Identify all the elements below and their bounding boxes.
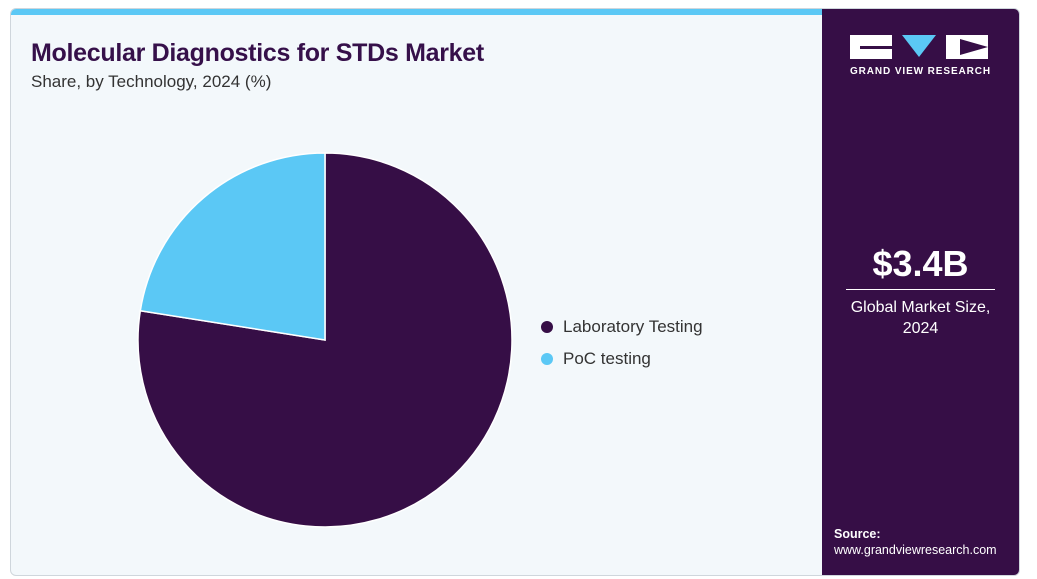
market-size-value: $3.4B (872, 243, 969, 284)
chart-area: Molecular Diagnostics for STDs Market Sh… (11, 15, 822, 575)
divider (846, 289, 995, 290)
gvr-logo-text: GRAND VIEW RESEARCH (850, 66, 991, 77)
legend-swatch-poc-testing (541, 353, 553, 365)
legend-label-poc-testing: PoC testing (563, 349, 651, 368)
chart-subtitle: Share, by Technology, 2024 (%) (31, 72, 272, 91)
gvr-logo-bar-icon (850, 35, 892, 59)
source-note: Source: www.grandviewresearch.com (834, 526, 997, 558)
market-size-label: Global Market Size, 2024 (822, 297, 1019, 339)
legend-label-laboratory-testing: Laboratory Testing (563, 317, 703, 336)
legend-item-laboratory-testing: Laboratory Testing (541, 311, 703, 343)
market-size-label-line2: 2024 (902, 320, 939, 337)
pie-slice-poc-testing (139, 152, 326, 341)
legend-item-poc-testing: PoC testing (541, 343, 703, 375)
chart-title: Molecular Diagnostics for STDs Market (31, 39, 484, 67)
source-label: Source: (834, 527, 881, 541)
accent-bar (11, 9, 822, 15)
market-size-label-line1: Global Market Size, (850, 299, 991, 316)
gvr-logo-triangle-icon (902, 35, 936, 57)
chart-card: Molecular Diagnostics for STDs Market Sh… (10, 8, 1020, 576)
gvr-logo: GRAND VIEW RESEARCH (850, 35, 990, 77)
sidebar: GRAND VIEW RESEARCH $3.4B Global Market … (822, 9, 1019, 575)
gvr-logo-chevron-icon (946, 35, 988, 59)
source-url: www.grandviewresearch.com (834, 543, 997, 557)
legend-swatch-laboratory-testing (541, 321, 553, 333)
pie-chart (137, 152, 513, 528)
legend: Laboratory Testing PoC testing (541, 311, 703, 375)
